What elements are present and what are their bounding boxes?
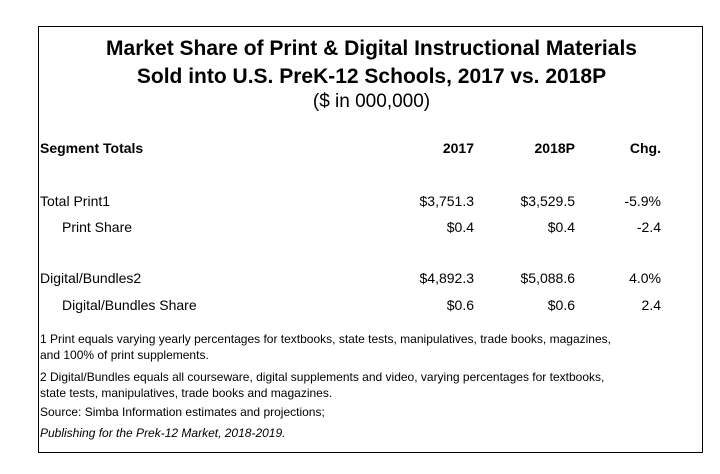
- row-digital-share-2018p: $0.6: [547, 297, 575, 313]
- row-digital-bundles-2017: $4,892.3: [419, 270, 475, 286]
- header-chg: Chg.: [629, 140, 661, 156]
- row-total-print-chg: -5.9%: [624, 193, 661, 209]
- row-digital-bundles-label: Digital/Bundles2: [40, 270, 142, 286]
- header-2017: 2017: [442, 140, 474, 156]
- footnote-2-line-1: 2 Digital/Bundles equals all courseware,…: [40, 370, 605, 384]
- row-total-print-2018p: $3,529.5: [520, 193, 576, 209]
- footnote-1-line-1: 1 Print equals varying yearly percentage…: [40, 332, 611, 346]
- title-line-2: Sold into U.S. PreK-12 Schools, 2017 vs.…: [136, 65, 607, 88]
- source-note: Source: Simba Information estimates and …: [40, 405, 325, 419]
- row-total-print-label: Total Print1: [40, 193, 111, 209]
- header-segment-totals: Segment Totals: [40, 140, 144, 156]
- footnote-1-line-2: and 100% of print supplements.: [40, 348, 209, 362]
- row-digital-bundles-chg: 4.0%: [629, 270, 661, 286]
- row-print-share-2017: $0.4: [446, 219, 474, 235]
- title-line-1: Market Share of Print & Digital Instruct…: [106, 37, 637, 60]
- row-print-share-chg: -2.4: [636, 219, 661, 235]
- row-print-share-2018p: $0.4: [547, 219, 575, 235]
- row-digital-share-chg: 2.4: [641, 297, 661, 313]
- row-digital-share-label: Digital/Bundles Share: [62, 297, 197, 313]
- row-digital-bundles-2018p: $5,088.6: [520, 270, 576, 286]
- header-2018p: 2018P: [534, 140, 575, 156]
- publication-note: Publishing for the Prek-12 Market, 2018-…: [40, 426, 286, 440]
- title-units: ($ in 000,000): [312, 91, 431, 112]
- footnote-2-line-2: state tests, manipulatives, trade books …: [40, 386, 333, 400]
- table-frame: Market Share of Print & Digital Instruct…: [38, 26, 703, 453]
- row-total-print-2017: $3,751.3: [419, 193, 475, 209]
- row-digital-share-2017: $0.6: [446, 297, 474, 313]
- row-print-share-label: Print Share: [62, 219, 133, 235]
